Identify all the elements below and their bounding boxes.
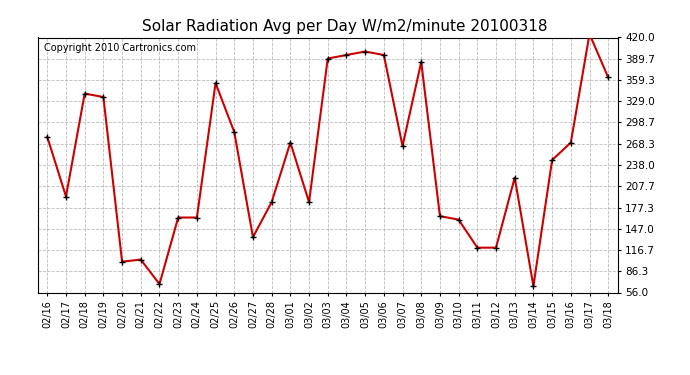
Text: Solar Radiation Avg per Day W/m2/minute 20100318: Solar Radiation Avg per Day W/m2/minute … — [142, 19, 548, 34]
Text: Copyright 2010 Cartronics.com: Copyright 2010 Cartronics.com — [43, 43, 196, 52]
